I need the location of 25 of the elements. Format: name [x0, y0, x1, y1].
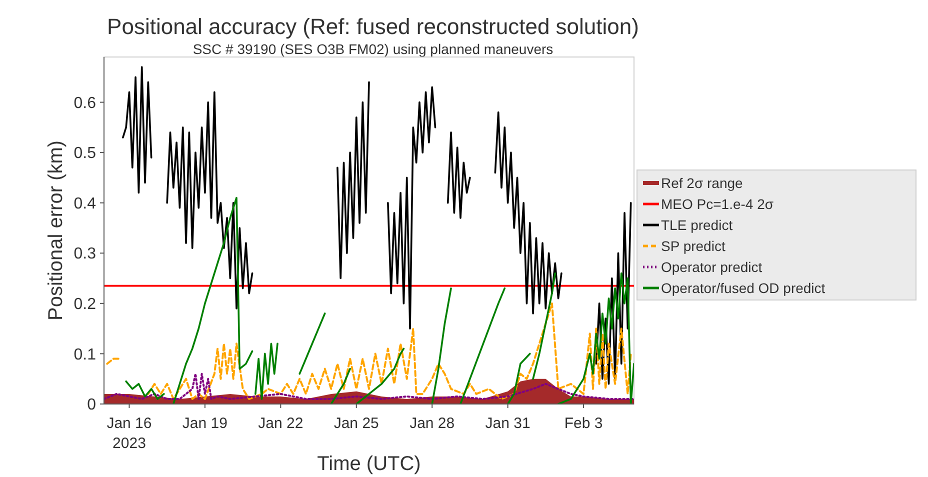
y-tick-label: 0.4: [74, 195, 96, 212]
y-tick-label: 0: [87, 396, 96, 414]
legend-label: Operator predict: [661, 258, 762, 275]
line-series: [104, 372, 634, 400]
y-tick-label: 0.6: [74, 94, 96, 112]
legend-label: TLE predict: [661, 216, 733, 233]
legend-label: MEO Pc=1.e-4 2σ: [661, 196, 774, 212]
chart-title: Positional accuracy (Ref: fused reconstructed solution): [107, 14, 639, 39]
legend-label: Ref 2σ range: [661, 174, 744, 191]
x-tick-label: Jan 19: [182, 415, 228, 432]
x-tick-label: Jan 31: [485, 415, 530, 432]
legend-label: Operator/fused OD predict: [661, 280, 826, 296]
y-tick-label: 0.2: [74, 296, 96, 314]
y-tick-label: 0.5: [74, 145, 96, 162]
y-tick-label: 0.3: [74, 246, 96, 263]
x-tick-label: Jan 16 2023: [106, 415, 152, 452]
chart-subtitle: SSC # 39190 (SES O3B FM02) using planned maneuvers: [192, 41, 554, 57]
y-tick-label: 0.1: [74, 346, 96, 364]
y-axis-title: Positional error (km): [45, 140, 67, 321]
x-axis-title: Time (UTC): [317, 453, 421, 475]
x-tick-label: Jan 22: [258, 415, 304, 432]
x-tick-label: Jan 25: [334, 415, 379, 432]
x-tick-label: Jan 28: [410, 415, 455, 432]
legend-label: SP predict: [661, 238, 726, 254]
x-tick-label: Feb 3: [564, 415, 603, 432]
